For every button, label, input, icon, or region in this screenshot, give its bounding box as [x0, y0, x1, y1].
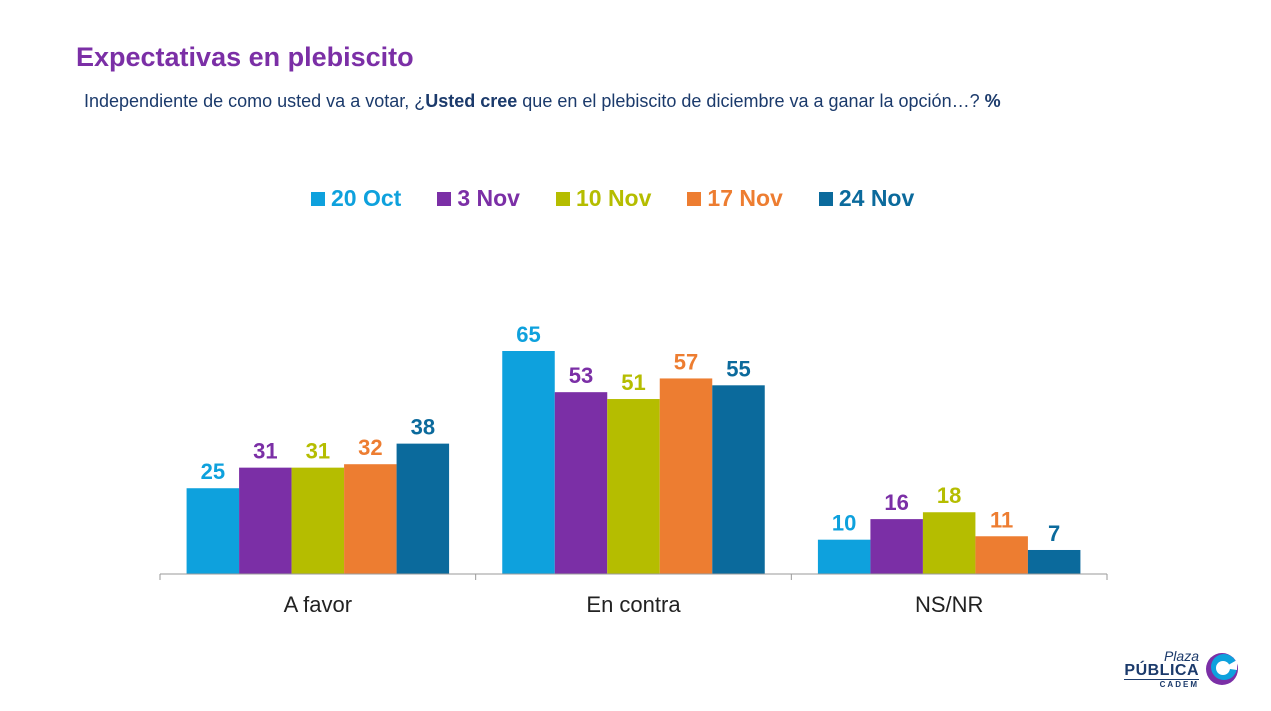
bar — [291, 467, 345, 574]
bar — [975, 536, 1028, 574]
data-label: 51 — [621, 370, 645, 395]
legend-swatch — [437, 191, 452, 206]
legend-label: 3 Nov — [457, 185, 520, 211]
legend-item: 17 Nov — [687, 185, 783, 212]
bar — [712, 385, 765, 574]
legend-label: 20 Oct — [331, 185, 402, 211]
logo-mark-icon — [1206, 653, 1238, 685]
legend-label: 10 Nov — [575, 185, 652, 211]
data-label: 16 — [884, 490, 908, 515]
bar — [554, 392, 608, 574]
data-label: 31 — [306, 439, 330, 464]
plaza-publica-logo: Plaza PÚBLICA CADEM — [1124, 649, 1241, 689]
logo-cadem: CADEM — [1124, 679, 1199, 689]
legend-item: 24 Nov — [818, 185, 915, 212]
data-label: 32 — [358, 435, 382, 460]
chart-legend: 20 Oct 3 Nov 10 Nov 17 Nov 24 Nov — [311, 185, 914, 212]
chart-subtitle: Independiente de como usted va a votar, … — [84, 91, 1001, 112]
data-label: 25 — [201, 459, 225, 484]
legend-swatch — [818, 191, 833, 206]
data-label: 53 — [569, 363, 593, 388]
category-label: NS/NR — [915, 592, 983, 617]
subtitle-unit: % — [984, 91, 1001, 111]
data-label: 65 — [516, 322, 540, 347]
bar — [186, 488, 240, 574]
logo-plaza: Plaza — [1163, 648, 1199, 664]
data-label: 31 — [253, 439, 277, 464]
category-label: En contra — [586, 592, 681, 617]
bar — [817, 539, 871, 574]
bar — [396, 443, 450, 574]
data-label: 10 — [832, 511, 856, 536]
legend-item: 3 Nov — [437, 185, 520, 212]
legend-item: 10 Nov — [555, 185, 652, 212]
logo-text: Plaza PÚBLICA CADEM — [1124, 649, 1199, 689]
subtitle-pre: Independiente de como usted va a votar, … — [84, 91, 426, 111]
category-label: A favor — [284, 592, 352, 617]
bar — [870, 519, 923, 574]
data-label: 57 — [674, 349, 698, 374]
subtitle-post: que en el plebiscito de diciembre va a g… — [517, 91, 985, 111]
legend-swatch — [555, 191, 570, 206]
data-label: 7 — [1048, 521, 1060, 546]
data-label: 18 — [937, 483, 961, 508]
bar — [607, 399, 660, 574]
bar — [239, 467, 292, 574]
bar — [1027, 549, 1081, 574]
bar — [502, 351, 555, 574]
chart-title: Expectativas en plebiscito — [76, 42, 414, 72]
subtitle-bold: Usted cree — [425, 91, 518, 111]
legend-item: 20 Oct — [311, 185, 401, 212]
data-label: 55 — [726, 356, 750, 381]
logo-publica: PÚBLICA — [1124, 662, 1199, 679]
legend-swatch — [687, 191, 702, 206]
legend-label: 24 Nov — [838, 185, 915, 211]
data-label: 11 — [990, 507, 1013, 532]
data-label: 38 — [411, 415, 435, 440]
legend-label: 17 Nov — [707, 185, 783, 211]
bar — [659, 378, 713, 574]
legend-swatch — [311, 191, 325, 206]
bar — [344, 464, 397, 574]
bar — [922, 512, 976, 574]
